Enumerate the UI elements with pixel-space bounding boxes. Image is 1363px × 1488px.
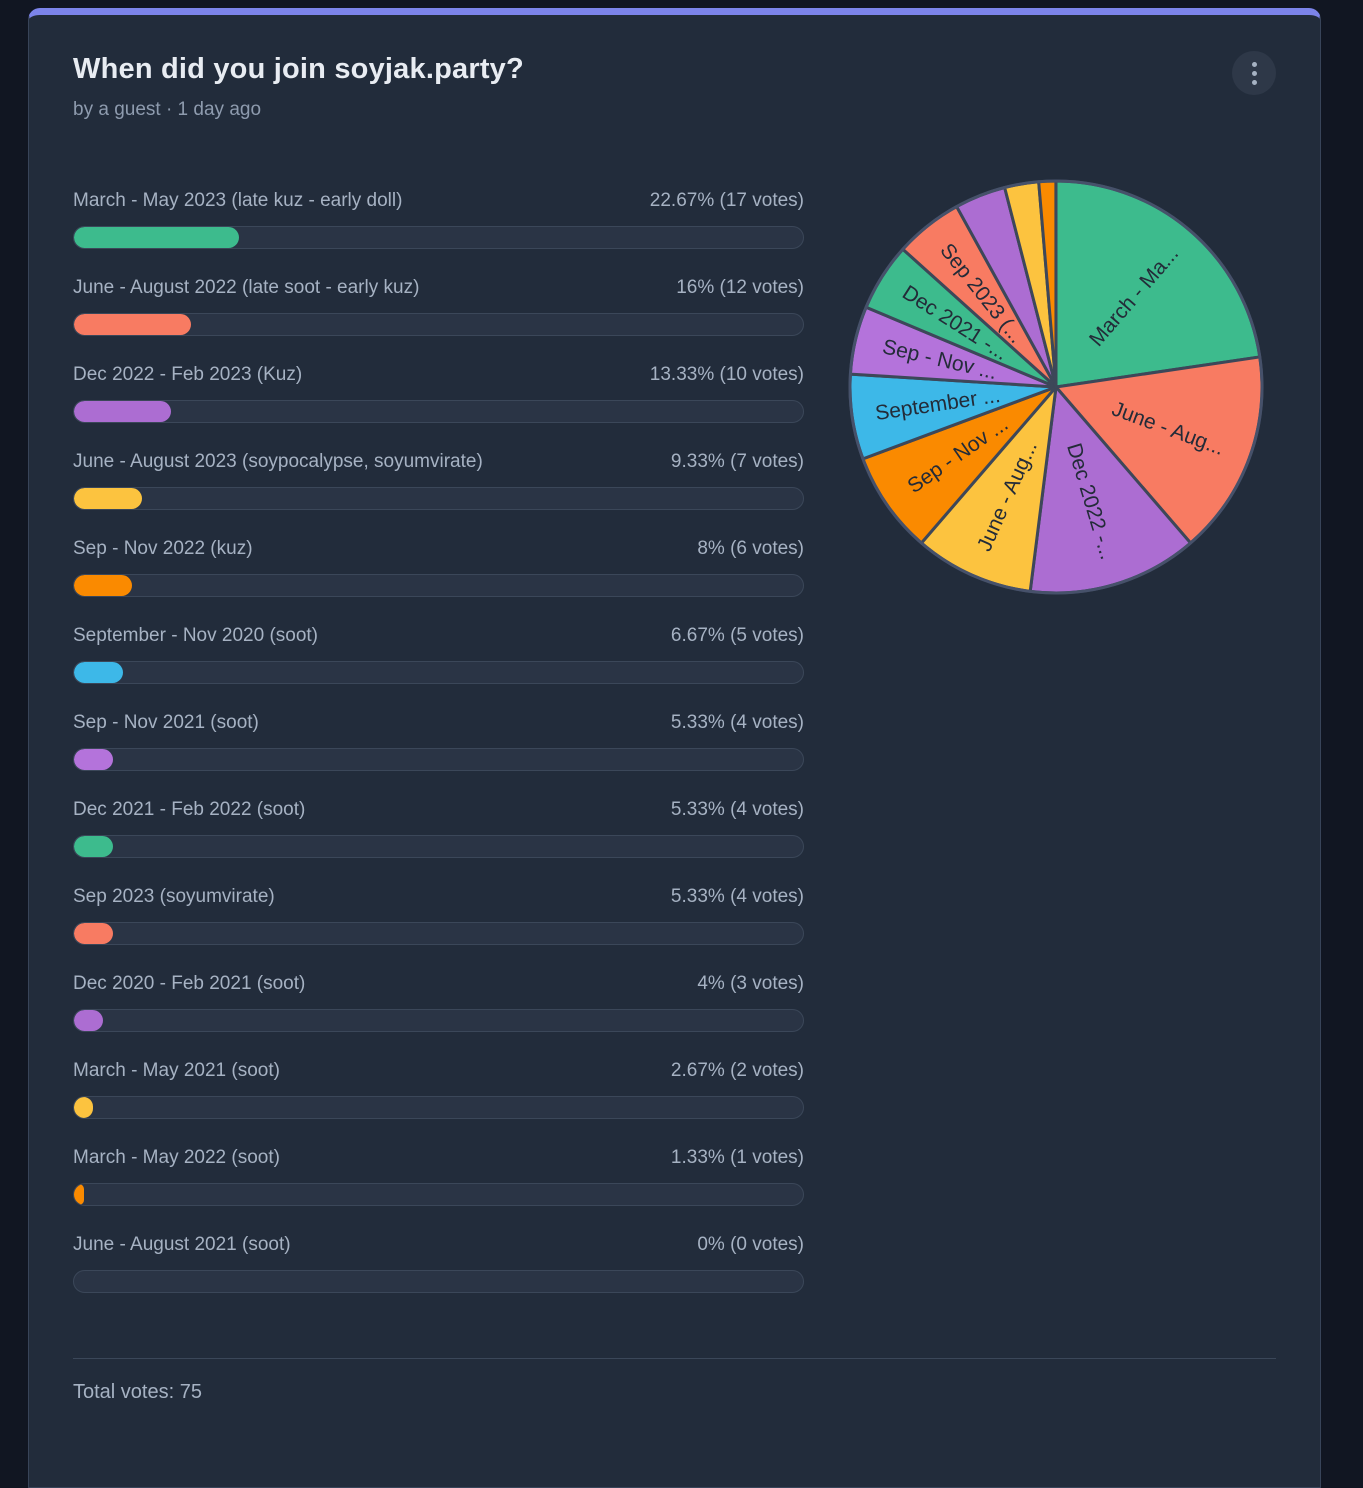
- option-bar-track: [73, 1096, 804, 1119]
- option-bar-track: [73, 487, 804, 510]
- poll-option-row: March - May 2021 (soot) 2.67% (2 votes): [73, 1059, 804, 1119]
- option-bar-fill: [74, 1184, 84, 1205]
- option-stats: 6.67% (5 votes): [670, 625, 804, 646]
- option-label: Dec 2022 - Feb 2023 (Kuz): [73, 364, 303, 385]
- footer-divider: [73, 1358, 1276, 1359]
- option-label: Sep 2023 (soyumvirate): [73, 886, 275, 907]
- option-label: June - August 2023 (soypocalypse, soyumv…: [73, 451, 483, 472]
- option-bar-track: [73, 922, 804, 945]
- option-head: March - May 2023 (late kuz - early doll)…: [73, 189, 804, 213]
- option-bar-track: [73, 1183, 804, 1206]
- option-stats: 13.33% (10 votes): [649, 364, 804, 385]
- option-bar-fill: [74, 401, 172, 422]
- poll-options-list: March - May 2023 (late kuz - early doll)…: [73, 167, 804, 1320]
- option-bar-fill: [74, 662, 123, 683]
- poll-option-row: June - August 2023 (soypocalypse, soyumv…: [73, 450, 804, 510]
- option-head: June - August 2021 (soot) 0% (0 votes): [73, 1233, 804, 1257]
- option-bar-fill: [74, 749, 113, 770]
- poll-results: March - May 2023 (late kuz - early doll)…: [73, 167, 1276, 1320]
- option-head: Dec 2020 - Feb 2021 (soot) 4% (3 votes): [73, 972, 804, 996]
- poll-byline: by a guest · 1 day ago: [73, 99, 262, 120]
- option-head: Sep - Nov 2021 (soot) 5.33% (4 votes): [73, 711, 804, 735]
- option-stats: 2.67% (2 votes): [670, 1060, 804, 1081]
- option-head: Sep 2023 (soyumvirate) 5.33% (4 votes): [73, 885, 804, 909]
- option-bar-fill: [74, 227, 240, 248]
- poll-option-row: Sep - Nov 2021 (soot) 5.33% (4 votes): [73, 711, 804, 771]
- option-bar-fill: [74, 314, 191, 335]
- option-bar-fill: [74, 1010, 104, 1031]
- option-label: September - Nov 2020 (soot): [73, 625, 319, 646]
- option-bar-fill: [74, 575, 133, 596]
- page: { "poll": { "title": "When did you join …: [28, 8, 1321, 1488]
- option-bar-fill: [74, 1097, 94, 1118]
- option-head: Dec 2022 - Feb 2023 (Kuz) 13.33% (10 vote…: [73, 363, 804, 387]
- poll-header: When did you join soyjak.party? by a gue…: [73, 51, 1276, 123]
- option-head: September - Nov 2020 (soot) 6.67% (5 vote…: [73, 624, 804, 648]
- option-stats: 5.33% (4 votes): [670, 712, 804, 733]
- poll-option-row: Sep 2023 (soyumvirate) 5.33% (4 votes): [73, 885, 804, 945]
- option-label: March - May 2023 (late kuz - early doll): [73, 190, 403, 211]
- option-label: March - May 2022 (soot): [73, 1147, 280, 1168]
- option-bar-track: [73, 226, 804, 249]
- option-bar-fill: [74, 488, 143, 509]
- option-stats: 0% (0 votes): [697, 1234, 804, 1255]
- option-head: Dec 2021 - Feb 2022 (soot) 5.33% (4 votes…: [73, 798, 804, 822]
- option-label: Sep - Nov 2021 (soot): [73, 712, 259, 733]
- option-stats: 16% (12 votes): [676, 277, 804, 298]
- option-label: Dec 2020 - Feb 2021 (soot): [73, 973, 306, 994]
- poll-title: When did you join soyjak.party?: [73, 53, 524, 85]
- poll-card: When did you join soyjak.party? by a gue…: [28, 8, 1321, 1488]
- option-stats: 22.67% (17 votes): [649, 190, 804, 211]
- option-bar-track: [73, 1009, 804, 1032]
- option-head: Sep - Nov 2022 (kuz) 8% (6 votes): [73, 537, 804, 561]
- kebab-menu-icon: [1251, 61, 1257, 85]
- option-label: June - August 2021 (soot): [73, 1234, 291, 1255]
- option-bar-track: [73, 400, 804, 423]
- option-label: Sep - Nov 2022 (kuz): [73, 538, 253, 559]
- option-head: March - May 2021 (soot) 2.67% (2 votes): [73, 1059, 804, 1083]
- option-stats: 4% (3 votes): [697, 973, 804, 994]
- poll-header-text: When did you join soyjak.party? by a gue…: [73, 51, 524, 123]
- poll-option-row: March - May 2022 (soot) 1.33% (1 votes): [73, 1146, 804, 1206]
- option-stats: 8% (6 votes): [697, 538, 804, 559]
- option-stats: 5.33% (4 votes): [670, 799, 804, 820]
- option-bar-track: [73, 574, 804, 597]
- poll-option-row: Sep - Nov 2022 (kuz) 8% (6 votes): [73, 537, 804, 597]
- pie-chart: March - Ma...June - Aug...Dec 2022 -...J…: [848, 179, 1264, 595]
- option-stats: 1.33% (1 votes): [670, 1147, 804, 1168]
- option-bar-fill: [74, 836, 113, 857]
- pie-outer-ring: [848, 179, 1264, 595]
- poll-option-row: Dec 2021 - Feb 2022 (soot) 5.33% (4 votes…: [73, 798, 804, 858]
- option-head: March - May 2022 (soot) 1.33% (1 votes): [73, 1146, 804, 1170]
- poll-option-row: March - May 2023 (late kuz - early doll)…: [73, 189, 804, 249]
- option-stats: 5.33% (4 votes): [670, 886, 804, 907]
- option-bar-track: [73, 1270, 804, 1293]
- option-bar-track: [73, 661, 804, 684]
- pie-chart-area: March - Ma... June - Aug... Dec 2022 -... J…: [836, 167, 1276, 1320]
- poll-option-row: June - August 2022 (late soot - early ku…: [73, 276, 804, 336]
- option-head: June - August 2023 (soypocalypse, soyumv…: [73, 450, 804, 474]
- option-stats: 9.33% (7 votes): [670, 451, 804, 472]
- option-bar-track: [73, 313, 804, 336]
- poll-option-row: Dec 2020 - Feb 2021 (soot) 4% (3 votes): [73, 972, 804, 1032]
- option-label: June - August 2022 (late soot - early ku…: [73, 277, 420, 298]
- poll-option-row: June - August 2021 (soot) 0% (0 votes): [73, 1233, 804, 1293]
- poll-option-row: September - Nov 2020 (soot) 6.67% (5 vote…: [73, 624, 804, 684]
- option-label: Dec 2021 - Feb 2022 (soot): [73, 799, 306, 820]
- total-votes: Total votes: 75: [73, 1381, 202, 1403]
- poll-option-row: Dec 2022 - Feb 2023 (Kuz) 13.33% (10 vote…: [73, 363, 804, 423]
- option-bar-track: [73, 835, 804, 858]
- poll-options-menu-button[interactable]: [1232, 51, 1276, 95]
- option-head: June - August 2022 (late soot - early ku…: [73, 276, 804, 300]
- option-label: March - May 2021 (soot): [73, 1060, 280, 1081]
- option-bar-track: [73, 748, 804, 771]
- option-bar-fill: [74, 923, 113, 944]
